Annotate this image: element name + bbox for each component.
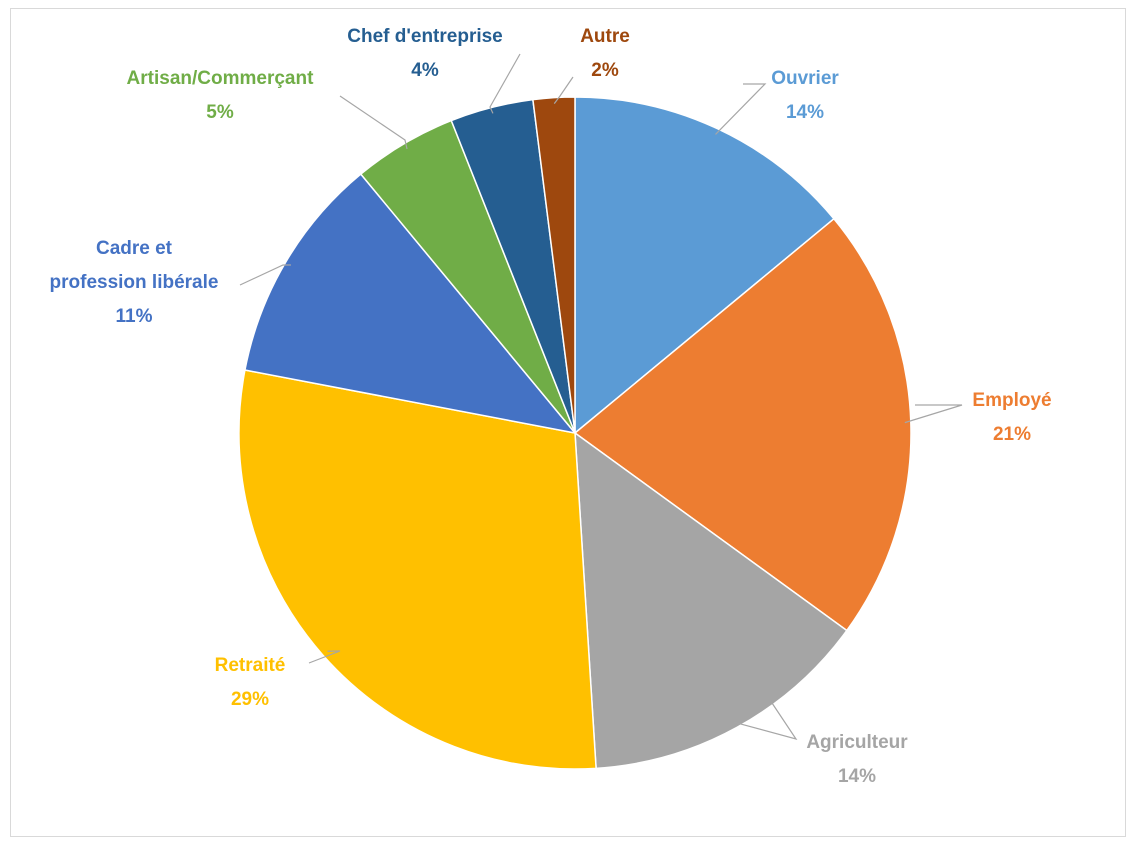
pie-slice-employ- — [573, 217, 912, 632]
data-label-name: Chef d'entreprise — [347, 26, 503, 47]
data-label: Chef d'entreprise 4% — [347, 26, 503, 81]
leader-line — [489, 53, 521, 114]
leader-line — [239, 264, 291, 286]
leader-line — [715, 83, 767, 135]
data-label: Agriculteur 14% — [806, 732, 908, 787]
leader-line — [904, 404, 963, 424]
data-label-name: Autre — [580, 26, 630, 47]
data-label-name: Agriculteur — [806, 732, 908, 753]
data-label-value: 11% — [116, 306, 153, 327]
pie-slice-ouvrier — [574, 96, 835, 435]
data-label-value: 14% — [786, 102, 824, 123]
data-label: Ouvrier 14% — [771, 68, 839, 123]
data-label: Artisan/Commerçant 5% — [127, 68, 315, 123]
leader-line — [339, 95, 408, 150]
data-label: Retraité 29% — [215, 655, 286, 710]
data-label-name: Retraité — [215, 655, 286, 676]
data-label-value: 5% — [206, 102, 234, 123]
data-label-value: 4% — [411, 60, 439, 81]
data-label: Cadre et profession libérale 11% — [50, 238, 219, 327]
pie-slice-cadre-et-profession-lib-rale — [244, 173, 577, 435]
data-label-value: 29% — [231, 689, 269, 710]
pie-slice-autre — [532, 96, 576, 434]
data-label-name: Artisan/Commerçant — [127, 68, 315, 89]
data-label-name: Employé — [972, 390, 1051, 411]
pie-slice-retrait- — [238, 369, 597, 770]
pie-slice-agriculteur — [574, 431, 848, 770]
data-label-name: profession libérale — [50, 272, 219, 293]
data-labels: Ouvrier 14% Employé 21% Agriculteur 14% Retrai… — [50, 26, 1052, 787]
data-label-value: 21% — [993, 424, 1031, 445]
data-label: Autre 2% — [580, 26, 630, 81]
data-label-value: 2% — [591, 60, 619, 81]
data-label-value: 14% — [838, 766, 876, 787]
leader-line — [553, 76, 574, 105]
data-label: Employé 21% — [972, 390, 1051, 445]
leader-line — [733, 699, 798, 740]
data-label-name: Cadre et — [96, 238, 173, 259]
pie-slices — [238, 96, 912, 770]
data-label-name: Ouvrier — [771, 68, 839, 89]
leader-lines — [239, 53, 963, 740]
leader-line — [308, 650, 341, 664]
